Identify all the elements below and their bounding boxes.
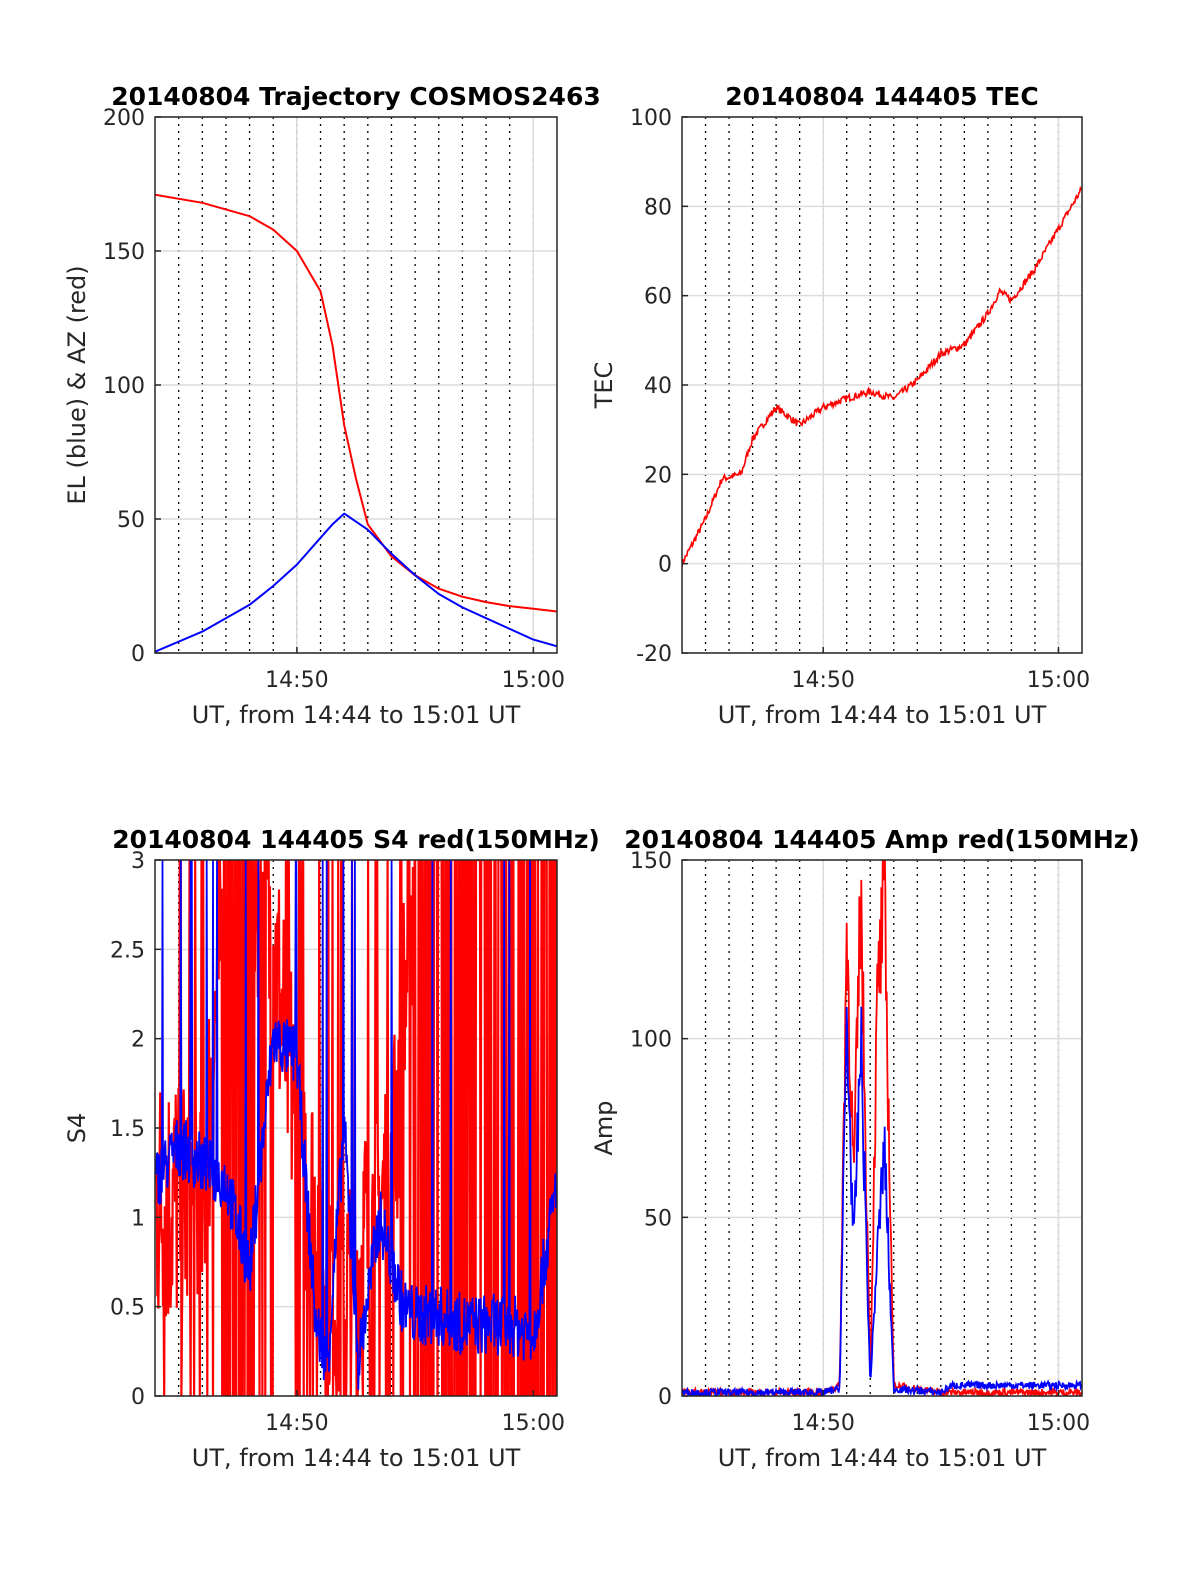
x-tick-label: 15:00 [1027, 1411, 1090, 1436]
y-tick-label: 100 [630, 106, 672, 131]
x-tick-label: 15:00 [502, 1411, 565, 1436]
y-tick-label: 80 [644, 195, 672, 220]
chart-title: 20140804 144405 S4 red(150MHz) [112, 825, 600, 854]
y-tick-label: 1 [131, 1206, 145, 1231]
series-line-2 [155, 512, 557, 653]
axes-box [681, 859, 1083, 1397]
x-tick-label: 15:00 [502, 668, 565, 693]
series-line-1 [682, 186, 1082, 568]
series-group [682, 186, 1082, 568]
series-line-2 [155, 860, 557, 1390]
x-tick-label: 15:00 [1027, 668, 1090, 693]
y-tick-label: -20 [636, 642, 672, 667]
y-tick-label: 2.5 [110, 938, 145, 963]
y-tick-label: 200 [103, 106, 145, 131]
series-group [155, 193, 557, 653]
chart-panel-3: 0 0.5 1 1.5 2 2.5 3 14:50 15:00 UT, from 14:44 to… [63, 825, 600, 1472]
y-tick-label: 100 [103, 374, 145, 399]
chart-title: 20140804 Trajectory COSMOS2463 [111, 82, 601, 111]
x-axis-label: UT, from 14:44 to 15:01 UT [192, 1444, 521, 1472]
y-axis-label: TEC [590, 362, 618, 410]
y-tick-label: 1.5 [110, 1117, 145, 1142]
y-tick-label: 0 [131, 1385, 145, 1410]
chart-panel-4: 0 50 100 150 14:50 15:00 UT, from 14:44 to 15:… [590, 825, 1140, 1472]
y-tick-label: 40 [644, 374, 672, 399]
y-tick-label: 150 [103, 240, 145, 265]
x-axis-label: UT, from 14:44 to 15:01 UT [718, 1444, 1047, 1472]
y-tick-label: 50 [117, 508, 145, 533]
y-tick-label: 100 [630, 1028, 672, 1053]
series-group [155, 860, 557, 1396]
x-tick-label: 14:50 [791, 1411, 854, 1436]
series-line-1 [682, 860, 1082, 1396]
series-line-1 [155, 193, 557, 613]
series-line-2 [682, 1006, 1082, 1396]
x-tick-label: 14:50 [791, 668, 854, 693]
y-tick-label: 0 [131, 642, 145, 667]
y-tick-label: 20 [644, 463, 672, 488]
y-tick-label: 0.5 [110, 1296, 145, 1321]
y-tick-label: 3 [131, 849, 145, 874]
y-axis-label: S4 [63, 1113, 91, 1144]
y-tick-label: 2 [131, 1028, 145, 1053]
x-axis-label: UT, from 14:44 to 15:01 UT [192, 701, 521, 729]
series-group [682, 860, 1082, 1396]
x-tick-label: 14:50 [265, 668, 328, 693]
y-axis-label: EL (blue) & AZ (red) [63, 265, 91, 504]
y-tick-label: 150 [630, 849, 672, 874]
y-tick-label: 0 [658, 1385, 672, 1410]
y-tick-label: 0 [658, 553, 672, 578]
y-tick-label: 50 [644, 1206, 672, 1231]
x-tick-label: 14:50 [265, 1411, 328, 1436]
y-tick-label: 60 [644, 285, 672, 310]
x-axis-label: UT, from 14:44 to 15:01 UT [718, 701, 1047, 729]
chart-panel-2: -20 0 20 40 60 80 100 14:50 15:00 UT, from 14:44 … [590, 82, 1090, 729]
chart-title: 20140804 144405 Amp red(150MHz) [624, 825, 1140, 854]
chart-panel-1: 0 50 100 150 200 14:50 15:00 UT, from 14:44 to … [63, 82, 601, 729]
y-axis-label: Amp [590, 1100, 618, 1155]
chart-title: 20140804 144405 TEC [725, 82, 1038, 111]
